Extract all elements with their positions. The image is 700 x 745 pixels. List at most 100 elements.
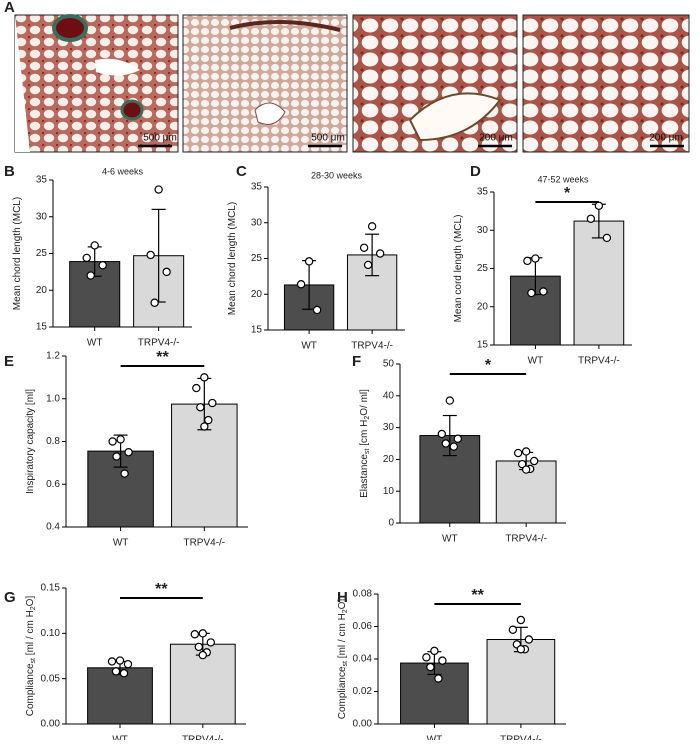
data-point <box>98 261 107 270</box>
y-tick-label: 0.15 <box>41 583 61 594</box>
chart: C 28-30 weeks Mean chord length (MCL) 15 20 2… <box>227 163 405 352</box>
x-tick-label: TRPV4-/- <box>505 534 547 545</box>
airway <box>408 92 502 142</box>
data-point <box>517 459 527 469</box>
scale-bar-label: 500 μm <box>143 133 177 144</box>
y-tick-label: 0.06 <box>353 621 373 632</box>
y-tick-label: 0 <box>388 518 394 529</box>
data-point <box>602 233 612 243</box>
data-point <box>516 645 526 654</box>
y-tick-label: 0.6 <box>46 479 60 490</box>
x-tick-label: WT <box>87 338 103 349</box>
data-point <box>82 253 91 263</box>
y-tick-label: 50 <box>383 359 395 370</box>
data-point <box>445 396 454 405</box>
data-point <box>192 383 201 393</box>
significance-marker: ** <box>156 349 169 366</box>
data-point <box>430 646 439 656</box>
data-point <box>434 674 443 683</box>
data-point <box>513 448 523 458</box>
data-point <box>90 241 99 250</box>
chart-title: 4-6 weeks <box>102 166 144 176</box>
chart: B 4-6 weeks Mean chord length (MCL) 15 20 25 3… <box>4 163 192 349</box>
panel-label: B <box>4 163 15 180</box>
data-point <box>363 260 373 270</box>
data-point <box>123 659 133 669</box>
error-bar <box>365 233 380 277</box>
data-point <box>521 465 531 474</box>
data-point <box>124 447 133 457</box>
x-tick-label: WT <box>113 538 129 549</box>
y-tick-label: 0.8 <box>46 436 60 447</box>
y-axis-label-part: 2 <box>364 416 371 420</box>
y-axis-label-part: Mean chord length (MCL) <box>12 197 23 310</box>
data-point <box>426 662 435 672</box>
bar <box>486 639 556 725</box>
y-axis-label-part: [cm H <box>359 420 370 449</box>
y-tick-label: 0.00 <box>41 719 61 730</box>
data-point <box>208 398 217 408</box>
y-tick-label: 0.02 <box>353 686 373 697</box>
data-point <box>586 214 596 223</box>
y-tick-label: 25 <box>477 263 489 274</box>
chart: F Elastancest [cm H2O/ ml] 0 10 20 30 40 50 WT TR… <box>352 353 566 545</box>
data-point <box>516 615 526 625</box>
data-point <box>539 287 548 296</box>
y-axis-label-part: Compliance <box>25 663 36 716</box>
chart-title: 28-30 weeks <box>311 170 363 180</box>
panel-label: H <box>337 589 348 606</box>
x-tick-label: WT <box>427 735 443 740</box>
histology-images: 500 μm 500 μm 200 μm 200 μm <box>14 14 690 153</box>
y-axis-label-part: st <box>30 658 37 664</box>
y-tick-label: 0.00 <box>353 719 373 730</box>
data-point <box>119 669 129 678</box>
data-point <box>111 667 121 676</box>
data-point <box>116 435 125 444</box>
data-point <box>206 638 215 647</box>
y-tick-label: 0.10 <box>41 628 61 639</box>
data-point <box>449 442 458 451</box>
scale-bar-label: 200 μm <box>479 133 513 144</box>
y-tick-label: 20 <box>477 301 489 312</box>
x-tick-label: WT <box>301 341 317 352</box>
panel-label: D <box>470 163 481 180</box>
data-point <box>112 452 121 461</box>
data-point <box>108 437 117 446</box>
x-tick-label: TRPV4-/- <box>500 735 542 740</box>
y-axis-label-part: Mean chord length (MCL) <box>227 202 238 315</box>
y-tick-label: 0.05 <box>41 673 61 684</box>
y-tick-label: 0.4 <box>46 522 60 533</box>
y-tick-label: 35 <box>36 175 48 186</box>
y-tick-label: 15 <box>477 340 489 351</box>
data-point <box>523 256 532 266</box>
x-tick-label: WT <box>528 356 544 367</box>
y-axis-label: Elastancest [cm H2O/ ml] <box>359 389 372 498</box>
y-tick-label: 20 <box>383 454 395 465</box>
x-tick-label: TRPV4-/- <box>138 338 180 349</box>
data-point <box>527 288 536 298</box>
x-tick-label: WT <box>112 735 128 740</box>
y-tick-label: 35 <box>477 187 489 198</box>
y-tick-label: 25 <box>251 253 263 264</box>
chart: E Inspiratory capacity [ml] 0.4 0.6 0.8 1.0 1.… <box>4 349 248 549</box>
y-axis-label: Mean chord length (MCL) <box>227 202 238 315</box>
y-tick-label: 30 <box>383 422 395 433</box>
y-axis-label-part: [ml / cm H <box>337 613 348 661</box>
data-point <box>190 630 199 639</box>
data-point <box>594 201 604 210</box>
scale-bar-label: 500 μm <box>311 133 345 144</box>
data-point <box>296 280 306 289</box>
y-tick-label: 35 <box>251 182 263 193</box>
y-axis-label-part: st <box>364 449 371 455</box>
significance-marker: * <box>564 185 571 202</box>
y-tick-label: 0.08 <box>353 589 373 600</box>
bar <box>87 667 153 725</box>
y-axis-label-part: Elastance <box>359 454 370 498</box>
y-tick-label: 30 <box>477 225 489 236</box>
chart-title: 47-52 weeks <box>537 174 589 184</box>
vessel <box>120 99 144 121</box>
y-tick-label: 1.0 <box>46 393 60 404</box>
panel-label: F <box>352 353 361 370</box>
